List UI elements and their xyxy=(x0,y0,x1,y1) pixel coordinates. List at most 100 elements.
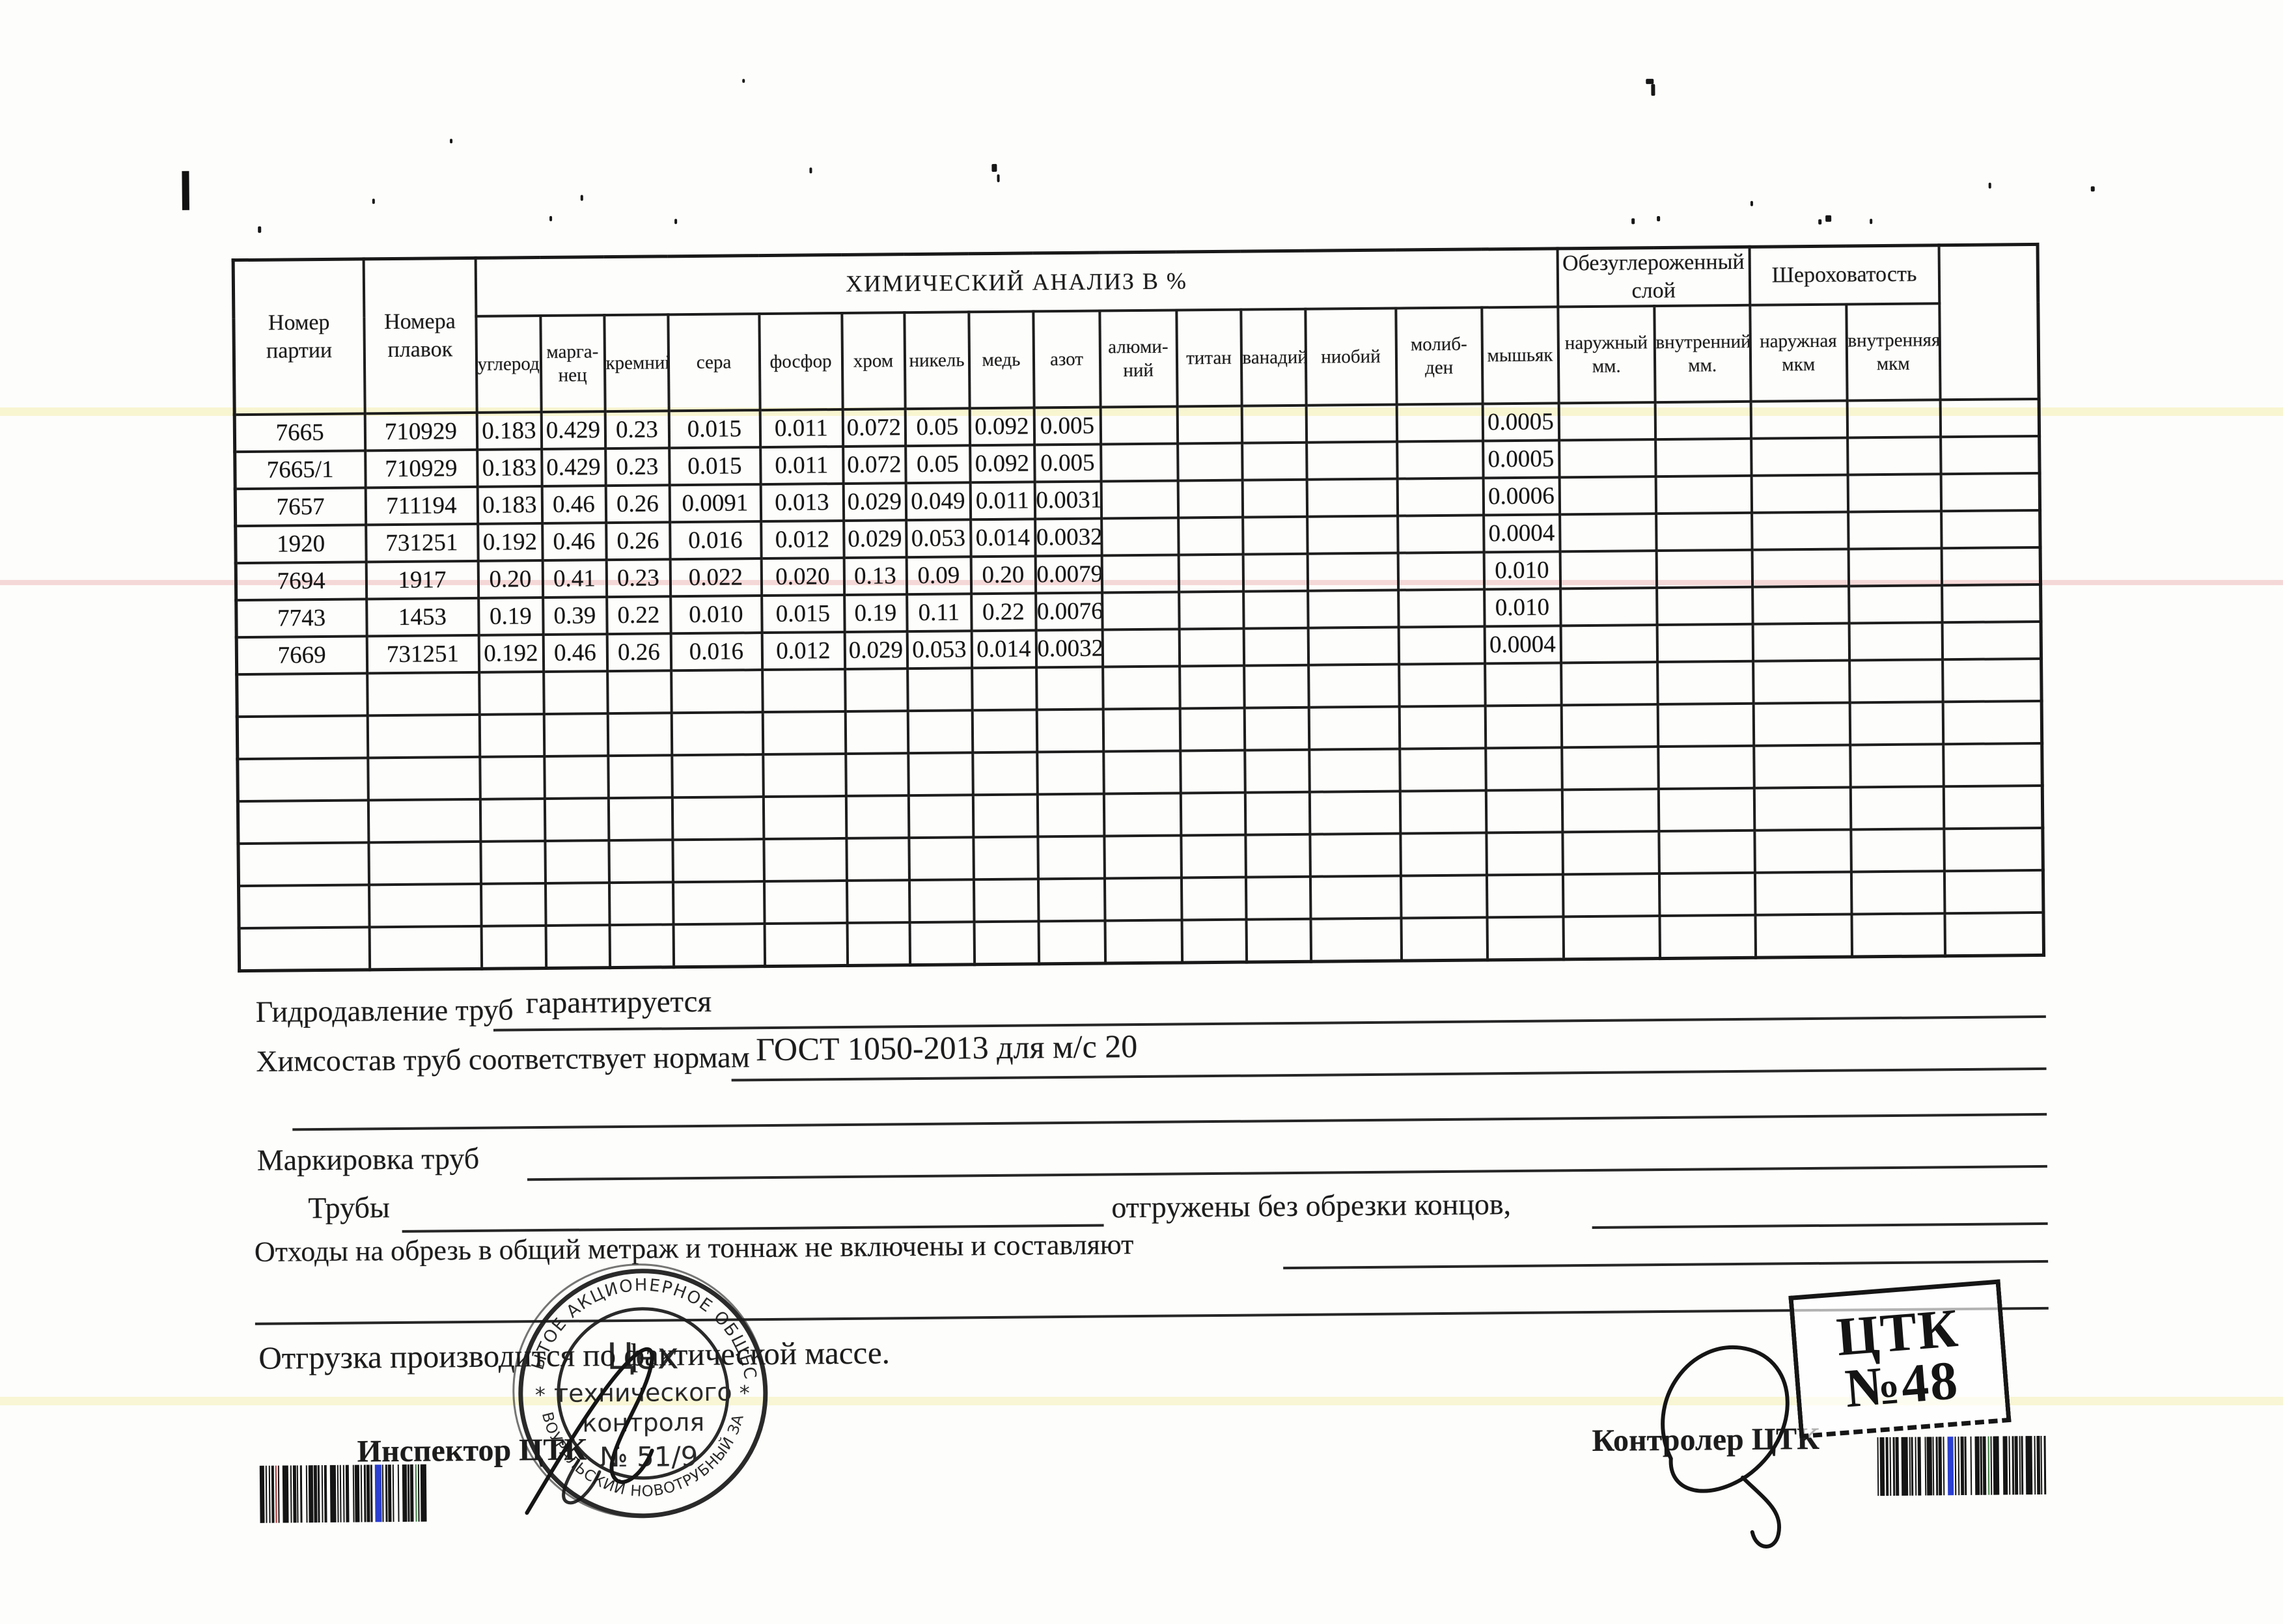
barcode-bar xyxy=(408,1464,410,1522)
marking-label: Маркировка труб xyxy=(256,1141,480,1177)
barcode-bar xyxy=(1974,1436,1980,1495)
cell-copper: 0.014 xyxy=(970,519,1036,557)
cell-empty xyxy=(1245,834,1310,877)
cell-empty xyxy=(368,883,482,928)
cell-niobium xyxy=(1308,627,1399,665)
barcode-bar xyxy=(275,1465,277,1523)
cell-empty xyxy=(1658,788,1754,832)
header-silicon: кремний xyxy=(603,314,669,412)
cell-empty xyxy=(607,713,672,756)
cell-carbon: 0.183 xyxy=(477,486,542,524)
barcode-bar xyxy=(360,1465,363,1522)
scan-speck xyxy=(1825,215,1832,222)
header-manganese: марга- нец xyxy=(540,315,605,413)
cell-empty xyxy=(671,670,763,713)
cell-nickel: 0.053 xyxy=(907,631,972,669)
underline xyxy=(731,1067,2047,1082)
stamp-star-left: * xyxy=(535,1383,546,1407)
cell-empty xyxy=(671,712,763,756)
barcode-bar xyxy=(392,1465,394,1522)
cell-empty xyxy=(844,668,908,711)
cell-extra xyxy=(1941,510,2041,549)
cell-empty xyxy=(847,922,910,965)
cell-manganese: 0.429 xyxy=(541,448,606,487)
cell-empty xyxy=(908,837,974,881)
pipes-label: Трубы xyxy=(308,1190,390,1225)
cell-molybdenum xyxy=(1398,552,1484,590)
cell-copper: 0.20 xyxy=(971,556,1036,594)
cell-empty xyxy=(1484,663,1562,706)
cell-phosphorus: 0.011 xyxy=(760,446,844,485)
cell-rough-outer xyxy=(1751,475,1848,513)
cell-empty xyxy=(1180,792,1245,836)
scan-speck xyxy=(1818,219,1822,225)
cell-sulfur: 0.010 xyxy=(670,596,762,634)
cell-empty xyxy=(480,798,545,842)
cell-empty xyxy=(1103,835,1182,879)
cell-vanadium xyxy=(1241,405,1307,443)
underline-blank xyxy=(292,1112,2047,1131)
barcode-bar xyxy=(292,1465,297,1523)
cell-empty xyxy=(236,673,368,717)
barcode-bar xyxy=(2019,1436,2021,1495)
barcode-bar xyxy=(352,1465,355,1522)
cell-melt-number: 731251 xyxy=(367,635,479,674)
barcode-bar xyxy=(366,1465,370,1522)
barcode-bar xyxy=(318,1465,320,1523)
box-stamp-line2: №48 xyxy=(1842,1350,1961,1420)
cell-chromium: 0.19 xyxy=(844,594,907,632)
cell-nitrogen: 0.0031 xyxy=(1034,481,1101,519)
cell-empty xyxy=(544,713,608,757)
cell-nickel: 0.053 xyxy=(906,519,971,558)
cell-empty xyxy=(1400,875,1487,918)
cell-empty xyxy=(1754,872,1852,915)
header-niobium: ниобий xyxy=(1305,308,1397,406)
barcode-bar xyxy=(381,1465,384,1522)
header-chromium: хром xyxy=(841,312,906,409)
scan-speck xyxy=(1750,200,1753,206)
cell-empty xyxy=(1181,877,1247,920)
header-phosphorus: фосфор xyxy=(758,312,843,411)
cell-niobium xyxy=(1306,441,1398,480)
cell-empty xyxy=(972,709,1037,753)
cell-decarb-inner xyxy=(1655,512,1752,551)
cell-nickel: 0.049 xyxy=(906,482,971,521)
cell-rough-outer xyxy=(1750,437,1848,476)
cell-empty xyxy=(1942,658,2042,702)
barcode-bar xyxy=(1954,1437,1957,1496)
chemical-analysis-table: Номер партии Номера плавок ХИМИЧЕСКИЙ АН… xyxy=(231,242,2046,972)
cell-empty xyxy=(1401,917,1487,961)
cell-carbon: 0.19 xyxy=(478,598,544,635)
barcode-bar xyxy=(2034,1436,2036,1495)
cell-empty xyxy=(1849,659,1943,703)
barcode-bar xyxy=(355,1465,360,1522)
hydro-pressure-value: гарантируется xyxy=(525,984,712,1021)
cell-niobium xyxy=(1307,516,1398,554)
barcode-bar xyxy=(1993,1436,2000,1495)
cell-empty xyxy=(1179,665,1245,709)
cell-empty xyxy=(1037,836,1105,879)
barcode-bar xyxy=(1877,1437,1879,1496)
cell-melt-number: 731251 xyxy=(365,523,478,562)
cell-decarb-inner xyxy=(1656,586,1753,626)
cell-rough-inner xyxy=(1847,474,1941,512)
header-nickel: никель xyxy=(904,312,970,409)
cell-phosphorus: 0.012 xyxy=(760,520,844,559)
barcode-bar xyxy=(415,1464,417,1522)
cell-aluminium xyxy=(1101,592,1180,630)
cell-empty xyxy=(238,842,369,887)
cell-manganese: 0.41 xyxy=(542,560,607,598)
cell-empty xyxy=(1399,706,1486,749)
barcode-bar xyxy=(1964,1436,1967,1495)
barcode-bar xyxy=(1990,1436,1993,1495)
cell-empty xyxy=(672,839,764,883)
scan-speck xyxy=(1988,182,1991,189)
barcode-bar xyxy=(290,1465,292,1523)
cell-carbon: 0.192 xyxy=(477,523,543,561)
cell-molybdenum xyxy=(1397,515,1484,553)
cell-empty xyxy=(480,883,546,926)
scan-speck xyxy=(549,215,553,221)
cell-empty xyxy=(1038,878,1105,922)
cell-empty xyxy=(972,752,1038,795)
cell-melt-number: 711194 xyxy=(365,486,478,525)
